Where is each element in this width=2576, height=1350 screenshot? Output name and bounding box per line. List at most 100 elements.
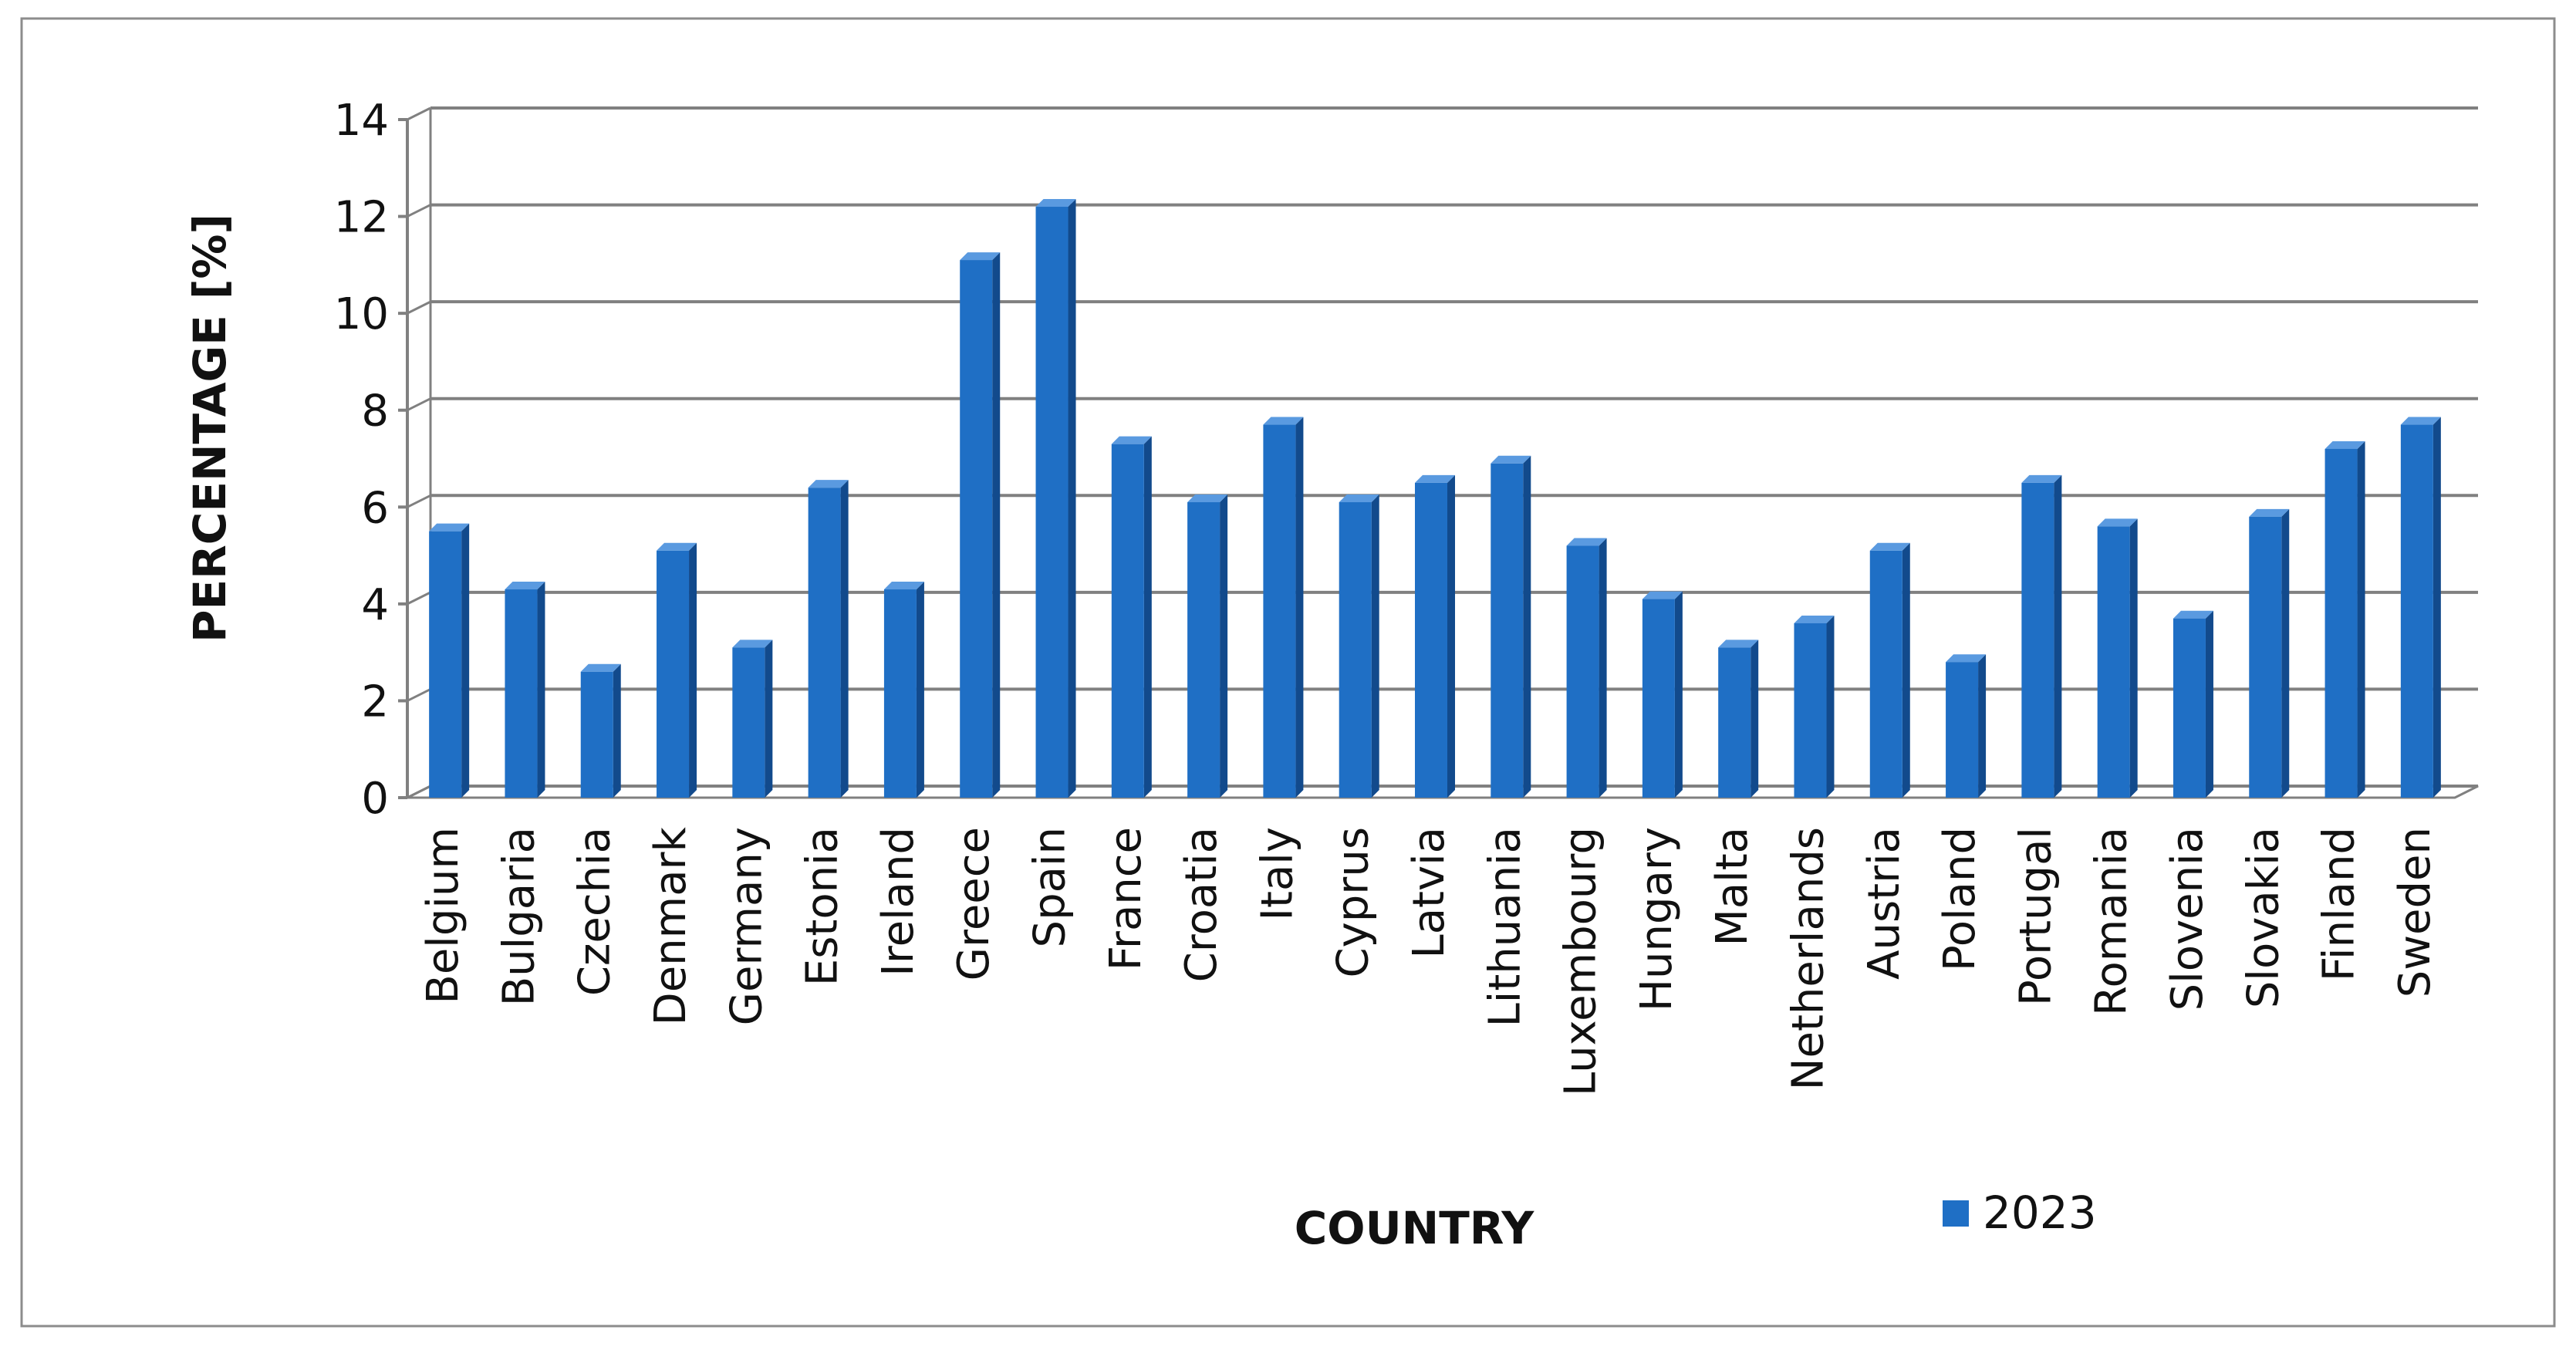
- bar: [1035, 199, 1076, 798]
- bar-front: [2097, 526, 2130, 798]
- bar: [1415, 474, 1455, 798]
- y-tick-label: 10: [334, 289, 389, 339]
- bar-top: [505, 582, 545, 590]
- plot-area: 0 2 4 6 8 10 12 14 Belgium Bulgaria Czechia Denmark…: [334, 96, 2479, 1096]
- bar-top: [1111, 436, 1152, 444]
- gridline-side: [407, 591, 431, 606]
- bar-top: [1339, 494, 1379, 503]
- bar-side: [2205, 610, 2213, 798]
- floor: [407, 785, 2479, 799]
- bar-front: [1491, 463, 1524, 798]
- legend-swatch: [1943, 1200, 1969, 1227]
- bar-side: [613, 663, 621, 798]
- bar-side: [1751, 640, 1759, 798]
- x-tick-label: Czechia: [570, 827, 620, 996]
- y-tick-label: 0: [361, 774, 389, 824]
- bar-top: [2324, 440, 2365, 449]
- bar-front: [1946, 662, 1979, 798]
- bar: [1946, 654, 1987, 798]
- bar-front: [1718, 647, 1751, 798]
- bar-front: [808, 488, 841, 798]
- x-tick-label: Hungary: [1632, 827, 1682, 1011]
- bar-front: [1566, 545, 1599, 798]
- x-tick-label: Lithuania: [1480, 827, 1530, 1027]
- bar: [1491, 455, 1531, 798]
- bar-top: [1491, 455, 1531, 464]
- bar: [2400, 417, 2441, 798]
- bar-side: [1220, 494, 1228, 798]
- legend-label: 2023: [1983, 1186, 2097, 1239]
- bar-front: [580, 671, 613, 798]
- bar-front: [1111, 444, 1144, 798]
- x-tick-label: Cyprus: [1329, 827, 1379, 977]
- bar-side: [1068, 199, 1076, 798]
- bar-side: [2129, 518, 2138, 798]
- bar-side: [2433, 417, 2441, 798]
- bar-side: [1674, 591, 1683, 798]
- bar-top: [1187, 494, 1228, 503]
- bar-front: [732, 647, 765, 798]
- y-tick-label: 14: [334, 96, 389, 146]
- bar-front: [2324, 448, 2358, 798]
- x-tick-label: Greece: [949, 827, 999, 980]
- bar-top: [2400, 417, 2441, 425]
- bar-side: [916, 582, 924, 798]
- y-tick-label: 12: [334, 193, 389, 243]
- x-tick-label: Bulgaria: [494, 827, 544, 1006]
- bar-front: [1339, 502, 1372, 798]
- bar: [2324, 440, 2365, 798]
- bar-top: [1263, 417, 1304, 425]
- bar-front: [2021, 482, 2054, 798]
- bar-top: [2173, 610, 2213, 619]
- bar-side: [840, 480, 849, 798]
- x-tick-label: Romania: [2087, 827, 2137, 1016]
- bar: [1869, 542, 1910, 798]
- bar-side: [1295, 417, 1304, 798]
- x-tick-label: Belgium: [418, 827, 468, 1004]
- bar-side: [1523, 455, 1531, 798]
- bar-top: [883, 582, 924, 590]
- bar: [1187, 494, 1228, 798]
- x-tick-label: Poland: [1935, 827, 1985, 971]
- bar-top: [732, 640, 773, 648]
- bar-top: [2249, 508, 2290, 517]
- x-tick-label: Netherlands: [1783, 827, 1833, 1090]
- bar-top: [960, 252, 1001, 261]
- legend: 2023: [1943, 1186, 2097, 1239]
- bar-side: [1447, 474, 1455, 798]
- x-tick-label: France: [1101, 827, 1151, 970]
- bar-side: [461, 523, 470, 798]
- bar-top: [808, 480, 849, 488]
- bar-top: [580, 663, 621, 672]
- bar: [1339, 494, 1379, 798]
- bar: [883, 582, 924, 798]
- bar-top: [1794, 615, 1835, 623]
- bar: [2249, 508, 2290, 798]
- x-tick-label: Germany: [721, 827, 771, 1025]
- bar-side: [1978, 654, 1987, 798]
- bar-front: [2173, 618, 2206, 798]
- x-tick-label: Latvia: [1404, 827, 1454, 959]
- bar-top: [1035, 199, 1076, 208]
- bar-side: [765, 640, 773, 798]
- x-tick-label: Luxembourg: [1556, 827, 1606, 1096]
- bar: [580, 663, 621, 798]
- gridline-side: [407, 494, 431, 508]
- bar-top: [1642, 591, 1683, 599]
- gridline-side: [407, 688, 431, 702]
- bar: [1111, 436, 1152, 798]
- bar-front: [1794, 623, 1827, 798]
- bar-front: [1642, 599, 1675, 798]
- x-axis-title: COUNTRY: [1295, 1202, 1535, 1254]
- bar-side: [1371, 494, 1379, 798]
- y-tick-label: 4: [361, 580, 389, 630]
- bar: [1794, 615, 1835, 798]
- bar-front: [2249, 516, 2282, 798]
- bar-front: [960, 260, 993, 798]
- bar-side: [537, 582, 545, 798]
- bar: [1718, 640, 1759, 798]
- y-tick-label: 6: [361, 483, 389, 533]
- bar-side: [992, 252, 1001, 798]
- bar-top: [2021, 474, 2062, 483]
- gridline-side: [407, 106, 431, 121]
